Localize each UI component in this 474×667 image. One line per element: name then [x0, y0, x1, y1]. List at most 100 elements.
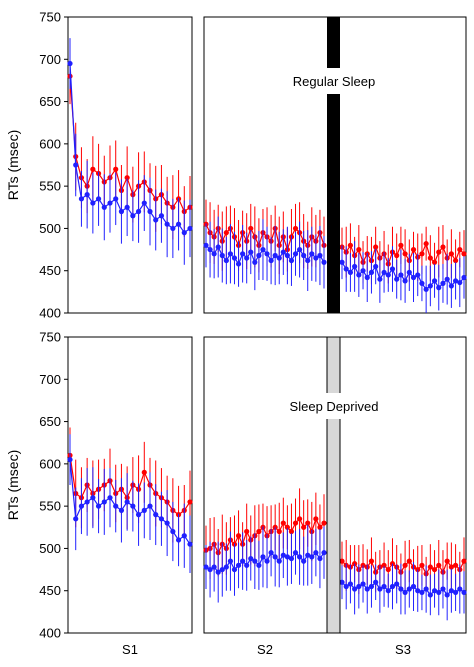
data-point — [284, 554, 290, 560]
data-point — [343, 583, 349, 590]
data-point — [461, 251, 467, 257]
data-point — [423, 586, 429, 592]
data-point — [124, 175, 130, 181]
data-point — [113, 196, 119, 202]
data-point — [141, 469, 147, 475]
data-point — [406, 269, 412, 276]
data-point — [321, 520, 327, 526]
data-point — [153, 217, 159, 223]
data-point — [95, 196, 102, 202]
data-point — [240, 251, 246, 257]
data-point — [309, 251, 315, 257]
y-tick-label: 750 — [39, 10, 61, 25]
data-point — [423, 241, 429, 247]
y-tick-label: 600 — [39, 136, 61, 151]
data-point — [394, 252, 400, 259]
data-point — [107, 495, 113, 501]
data-point — [427, 283, 433, 289]
data-point — [227, 251, 234, 257]
data-point — [227, 558, 234, 564]
data-point — [187, 499, 193, 505]
data-point — [235, 533, 242, 539]
data-point — [260, 554, 266, 560]
data-point — [124, 204, 130, 210]
data-point — [147, 208, 153, 215]
y-tick-label: 500 — [39, 221, 61, 236]
data-point — [118, 507, 125, 513]
data-point — [419, 562, 425, 568]
data-point — [101, 499, 107, 505]
data-point — [292, 251, 299, 257]
blue-series — [67, 38, 467, 313]
data-point — [427, 592, 433, 598]
data-point — [272, 252, 278, 259]
data-point — [352, 586, 358, 592]
data-point — [444, 592, 450, 598]
data-point — [457, 279, 463, 286]
data-point — [360, 581, 366, 587]
y-tick-label: 650 — [39, 414, 61, 429]
data-point — [339, 259, 345, 265]
data-point — [284, 252, 290, 259]
data-point — [170, 528, 176, 535]
y-tick-label: 700 — [39, 372, 61, 387]
top-sleep-separator — [327, 17, 340, 313]
data-point — [431, 259, 438, 265]
data-point — [339, 579, 345, 585]
data-point — [305, 520, 311, 526]
data-point — [385, 272, 391, 278]
data-point — [175, 537, 182, 543]
data-point — [276, 558, 282, 564]
data-point — [356, 272, 362, 278]
data-point — [301, 558, 307, 564]
data-point — [352, 263, 358, 270]
data-point — [170, 225, 176, 232]
data-point — [461, 558, 467, 564]
data-point — [356, 583, 362, 590]
series-line — [69, 459, 191, 545]
data-point — [141, 200, 147, 206]
data-point — [398, 272, 404, 278]
data-point — [268, 550, 274, 556]
data-point — [427, 255, 433, 261]
data-point — [440, 586, 446, 592]
data-point — [419, 589, 425, 596]
data-point — [321, 259, 327, 265]
data-point — [431, 278, 438, 284]
data-point — [452, 257, 459, 264]
data-point — [130, 213, 136, 219]
data-point — [343, 266, 349, 272]
data-point — [280, 520, 286, 526]
data-point — [187, 541, 193, 547]
data-point — [84, 499, 90, 505]
data-point — [288, 528, 295, 535]
bottom-panel-frame-s1 — [67, 336, 193, 634]
data-point — [347, 581, 354, 587]
top-annotation-bg — [278, 68, 390, 94]
data-point — [248, 249, 254, 255]
data-point — [436, 249, 442, 255]
data-point — [244, 562, 250, 568]
data-point — [296, 554, 303, 560]
data-point — [452, 562, 459, 568]
data-point — [73, 516, 79, 522]
data-point — [211, 564, 217, 570]
data-point — [301, 252, 307, 259]
data-point — [215, 244, 221, 250]
data-point — [268, 257, 274, 264]
data-point — [288, 555, 295, 562]
data-point — [381, 562, 387, 568]
data-point — [280, 249, 286, 255]
data-point — [402, 251, 408, 257]
data-point — [244, 255, 250, 261]
data-point — [368, 558, 375, 564]
bottom-series-group — [67, 427, 467, 621]
data-point — [398, 586, 404, 592]
data-point — [260, 246, 266, 253]
data-point — [402, 562, 408, 568]
data-point — [448, 283, 454, 289]
data-point — [78, 196, 85, 202]
bottom-annotation: Sleep Deprived — [290, 399, 379, 414]
data-point — [410, 246, 417, 253]
data-point — [141, 507, 147, 513]
